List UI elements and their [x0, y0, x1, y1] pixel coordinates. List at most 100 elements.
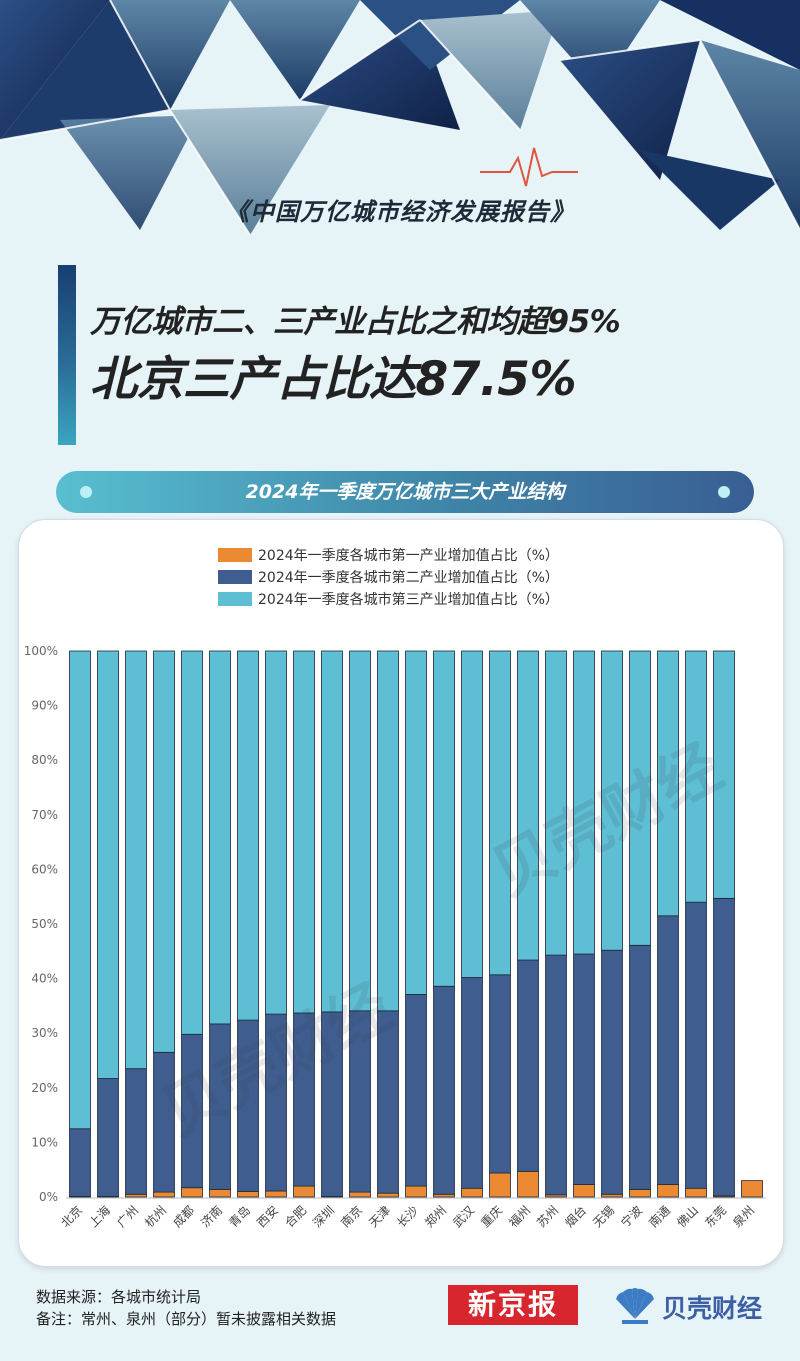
- headline-line-2: 北京三产占比达87.5%: [90, 352, 577, 407]
- x-tick-label: 成都: [170, 1203, 197, 1230]
- x-tick-label: 合肥: [282, 1203, 310, 1231]
- bar-segment-primary: [405, 1185, 427, 1198]
- bar-segment-primary: [237, 1191, 259, 1198]
- x-tick-label: 杭州: [142, 1203, 170, 1231]
- bar-segment-secondary: [713, 897, 735, 1197]
- y-tick-label: 90%: [31, 699, 58, 713]
- legend-label-primary: 2024年一季度各城市第一产业增加值占比（%）: [258, 548, 559, 564]
- x-tick-label: 南通: [646, 1203, 674, 1231]
- bar-segment-primary: [685, 1187, 707, 1198]
- bar-segment-tertiary: [153, 650, 175, 1053]
- chart-legend: 2024年一季度各城市第一产业增加值占比（%） 2024年一季度各城市第二产业增…: [218, 545, 559, 611]
- y-tick-label: 0%: [39, 1190, 58, 1204]
- bar-segment-tertiary: [181, 650, 203, 1035]
- bar-segment-secondary: [517, 959, 539, 1172]
- legend-swatch-tertiary: [218, 592, 252, 606]
- bar-segment-tertiary: [461, 650, 483, 978]
- bar-segment-tertiary: [237, 650, 259, 1021]
- bar-segment-tertiary: [321, 650, 343, 1013]
- bar-segment-secondary: [69, 1128, 91, 1197]
- bar-segment-secondary: [573, 953, 595, 1185]
- y-tick-label: 20%: [31, 1081, 58, 1095]
- bar-segment-tertiary: [69, 650, 91, 1130]
- skyline-triangles-graphic: [0, 0, 800, 250]
- x-tick-label: 深圳: [310, 1203, 337, 1230]
- bar-segment-secondary: [685, 901, 707, 1189]
- legend-swatch-secondary: [218, 570, 252, 584]
- y-tick-label: 40%: [31, 972, 58, 986]
- bar-segment-primary: [489, 1172, 511, 1198]
- legend-label-secondary: 2024年一季度各城市第二产业增加值占比（%）: [258, 570, 559, 586]
- x-tick-label: 南京: [338, 1203, 366, 1231]
- bar-segment-tertiary: [349, 650, 371, 1012]
- bar-segment-tertiary: [685, 650, 707, 903]
- bar-segment-secondary: [657, 915, 679, 1185]
- bar-segment-tertiary: [517, 650, 539, 961]
- bar-segment-tertiary: [125, 650, 147, 1070]
- x-tick-label: 北京: [58, 1203, 85, 1230]
- bar-segment-primary: [601, 1193, 623, 1198]
- x-tick-label: 广州: [114, 1203, 141, 1230]
- headline-accent-bar: [58, 265, 76, 445]
- x-tick-label: 重庆: [478, 1203, 505, 1230]
- x-tick-label: 长沙: [394, 1203, 421, 1230]
- x-tick-label: 上海: [86, 1203, 114, 1231]
- pill-dot-icon: [718, 486, 730, 498]
- bar-segment-tertiary: [433, 650, 455, 987]
- x-tick-label: 西安: [254, 1203, 282, 1231]
- bar-segment-primary: [377, 1192, 399, 1198]
- section-title: 2024年一季度万亿城市三大产业结构: [245, 481, 565, 503]
- bar-segment-primary: [265, 1190, 287, 1198]
- pill-dot-icon: [80, 486, 92, 498]
- x-tick-label: 苏州: [534, 1203, 561, 1230]
- bar-segment-secondary: [97, 1078, 119, 1197]
- x-tick-label: 无锡: [590, 1203, 618, 1231]
- bar-segment-tertiary: [601, 650, 623, 951]
- bar-segment-primary: [433, 1193, 455, 1198]
- x-tick-label: 武汉: [450, 1203, 477, 1230]
- x-tick-label: 烟台: [562, 1203, 590, 1231]
- bar-segment-primary: [573, 1184, 595, 1198]
- bar-segment-tertiary: [405, 650, 427, 995]
- bar-segment-primary: [657, 1184, 679, 1198]
- bar-segment-secondary: [433, 985, 455, 1195]
- remark-note: 备注：常州、泉州（部分）暂未披露相关数据: [36, 1310, 337, 1328]
- xinjingbao-logo: 新京报: [448, 1285, 578, 1325]
- bar-segment-primary: [209, 1188, 231, 1198]
- beike-logo-text: 贝壳财经: [662, 1294, 763, 1323]
- beike-logo: 贝壳财经: [612, 1283, 762, 1329]
- bar-segment-secondary: [489, 974, 511, 1174]
- x-tick-label: 福州: [506, 1203, 534, 1231]
- bar-segment-tertiary: [97, 650, 119, 1079]
- x-tick-label: 佛山: [674, 1203, 701, 1230]
- bar-segment-secondary: [405, 994, 427, 1187]
- x-tick-label: 青岛: [226, 1203, 254, 1231]
- bar-segment-tertiary: [293, 650, 315, 1014]
- x-tick-label: 泉州: [730, 1203, 757, 1230]
- bar-segment-secondary: [125, 1068, 147, 1195]
- bar-segment-primary: [349, 1191, 371, 1198]
- y-tick-label: 100%: [24, 644, 58, 658]
- y-tick-label: 80%: [31, 753, 58, 767]
- legend-label-tertiary: 2024年一季度各城市第三产业增加值占比（%）: [258, 592, 559, 608]
- bar-segment-primary: [181, 1187, 203, 1198]
- bar-segment-tertiary: [657, 650, 679, 917]
- hero-banner: 《中国万亿城市经济发展报告》: [0, 0, 800, 250]
- x-tick-label: 济南: [198, 1203, 226, 1231]
- x-tick-label: 郑州: [422, 1203, 450, 1231]
- bar-segment-secondary: [629, 944, 651, 1190]
- bar-segment-primary: [125, 1193, 147, 1198]
- bar-segment-tertiary: [629, 650, 651, 946]
- y-tick-label: 70%: [31, 808, 58, 822]
- legend-swatch-primary: [218, 548, 252, 562]
- y-tick-label: 50%: [31, 917, 58, 931]
- shell-logo-icon: [616, 1288, 654, 1324]
- legend-item-tertiary: 2024年一季度各城市第三产业增加值占比（%）: [218, 589, 559, 611]
- bar-segment-primary: [741, 1180, 763, 1198]
- bar-segment-primary: [629, 1188, 651, 1198]
- bar-segment-primary: [461, 1187, 483, 1198]
- bar-segment-primary: [293, 1185, 315, 1198]
- headline-line-1: 万亿城市二、三产业占比之和均超95%: [90, 304, 621, 340]
- bar-segment-tertiary: [489, 650, 511, 976]
